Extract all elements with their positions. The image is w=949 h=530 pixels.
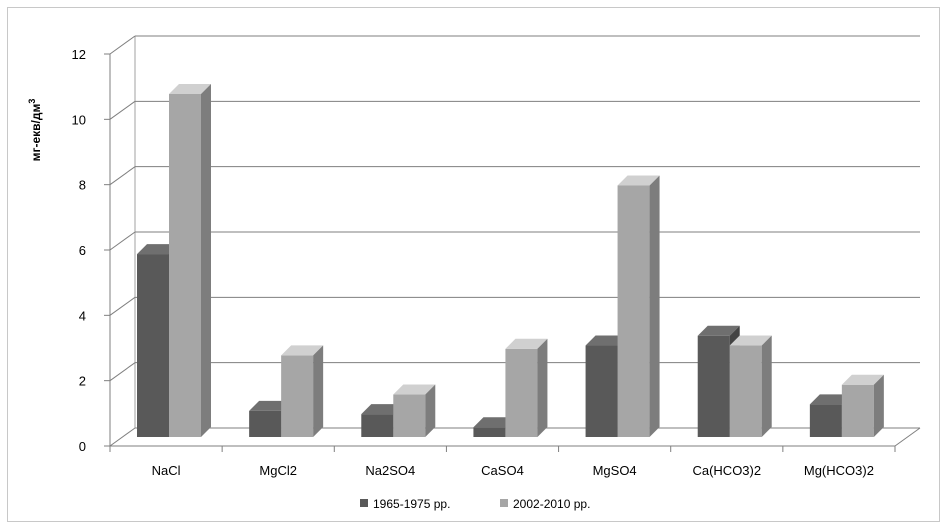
gridline-side [109,100,136,120]
bar-front [585,345,618,437]
chart-bars [137,84,884,437]
bar [617,175,660,437]
bar-top [137,244,179,255]
bar [841,374,884,437]
bar-top [249,400,292,411]
y-tick-label: 0 [79,439,86,454]
x-tick-label: Mg(HCO3)2 [804,463,874,478]
bar-top [393,384,436,395]
bar-side [537,338,548,437]
bar-side [201,84,211,437]
x-tick-label: NaCl [152,463,181,478]
legend-label: 1965-1975 рр. [373,497,450,511]
bar-top [281,345,324,356]
x-tick-label: Ca(HCO3)2 [692,463,761,478]
bar-front [473,427,506,437]
bar-side [313,345,324,437]
bar [281,345,324,437]
legend-label: 2002-2010 рр. [513,497,590,511]
floor-right-edge [894,427,921,447]
bar-side [761,335,772,437]
chart-gridlines [109,35,920,447]
y-axis-label: мг-екв/дм3 [27,99,43,162]
y-tick-label: 6 [79,243,86,258]
bar [505,338,548,437]
y-tick-label: 10 [72,112,86,127]
bar-top [505,338,548,349]
y-tick-label: 8 [79,178,86,193]
x-tick-label: CaSO4 [481,463,524,478]
bar-front [697,335,730,437]
bar-top [473,417,516,428]
bar-top [169,84,211,94]
x-axis-ticks: NaCl MgCl2 Na2SO4 CaSO4 MgSO4 Ca(HCO3)2 Mg(HCO… [109,446,896,478]
x-tick-label: MgCl2 [259,463,297,478]
bar-side [873,374,884,437]
bar-front [809,404,842,437]
bar [169,84,211,437]
bar-top [809,394,852,405]
y-tick-label: 4 [79,308,86,323]
gridline-side [109,362,136,382]
bar-front [137,254,169,437]
bar-top [729,335,772,346]
gridline-side [109,166,136,186]
bar-top [617,175,660,186]
gridline-side [109,296,136,316]
bar-front [617,185,650,437]
x-tick-label: MgSO4 [593,463,637,478]
bar-side [425,384,436,437]
gridline-side [109,231,136,251]
bar-front [505,348,538,437]
bar-top [585,335,628,346]
bar [729,335,772,437]
bar-side [649,175,660,437]
x-tick-label: Na2SO4 [365,463,415,478]
bar-front [361,414,394,437]
bar-top [697,325,740,336]
bar-front [281,355,314,437]
gridline-side [109,35,136,55]
bar [249,400,292,437]
chart-legend: 1965-1975 рр. 2002-2010 рр. [360,497,590,511]
y-axis-ticks: 0 2 4 6 8 10 12 [72,47,110,454]
bar-front [393,394,426,437]
y-tick-label: 12 [72,47,86,62]
bar-front [729,345,762,437]
bar-front [249,410,282,437]
bar [393,384,436,437]
gridline-side [109,427,136,447]
bar-front [169,94,201,437]
bar-top [361,404,404,415]
bar-front [841,384,874,437]
legend-swatch [360,499,368,507]
bar-top [841,374,884,385]
y-tick-label: 2 [79,374,86,389]
legend-swatch [500,499,508,507]
